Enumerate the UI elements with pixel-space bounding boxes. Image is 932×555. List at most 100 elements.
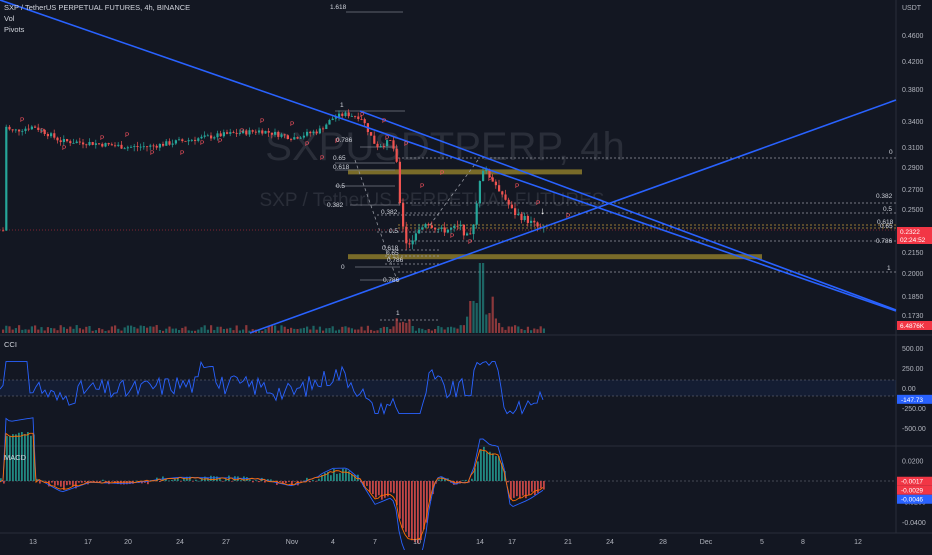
macd-histogram-bar-2 [6, 436, 8, 481]
macd-histogram-bar-79 [237, 476, 239, 481]
macd-histogram-bar-172 [516, 481, 518, 497]
volume-bar-103 [331, 326, 334, 333]
macd-histogram-bar-131 [393, 481, 395, 494]
macd-histogram-bar-28 [84, 481, 86, 483]
time-tick-label-2: 20 [124, 539, 132, 546]
symbol-title[interactable]: SXP / TetherUS PERPETUAL FUTURES, 4h, BI… [4, 3, 190, 12]
candle-body-151 [485, 169, 488, 172]
volume-bar-96 [309, 329, 312, 333]
cci-tick-label-0: 500.00 [902, 346, 924, 353]
time-tick-label-4: 27 [222, 539, 230, 546]
cci-line [0, 360, 544, 416]
volume-bar-89 [286, 329, 289, 333]
macd-histogram-bar-175 [525, 481, 527, 499]
candle-body-135 [434, 227, 437, 230]
volume-bar-73 [235, 325, 238, 333]
pivot-marker-10: P [260, 118, 264, 125]
candle-body-24 [78, 141, 81, 143]
fib-label-left-1: 0.786 [336, 137, 353, 144]
time-tick-label-5: Nov [286, 539, 299, 546]
macd-histogram-bar-90 [270, 479, 272, 481]
volume-bar-124 [398, 322, 401, 333]
volume-bar-45 [146, 327, 149, 333]
volume-bar-159 [510, 326, 513, 333]
candle-body-139 [446, 229, 449, 233]
volume-bar-146 [469, 301, 472, 333]
volume-bar-154 [494, 318, 497, 333]
volume-bar-74 [238, 330, 241, 333]
volume-bar-70 [226, 328, 229, 333]
macd-histogram-bar-83 [249, 479, 251, 481]
candle-body-6 [21, 130, 24, 132]
candle-body-133 [427, 224, 430, 226]
macd-histogram-bar-156 [468, 481, 470, 483]
pivots-indicator-label[interactable]: Pivots [4, 25, 25, 34]
macd-histogram-bar-65 [195, 479, 197, 481]
volume-bar-52 [168, 326, 171, 333]
macd-histogram-bar-170 [510, 481, 512, 500]
volume-bar-35 [114, 325, 117, 333]
macd-histogram-bar-91 [273, 480, 275, 482]
pivot-marker-4: P [125, 132, 129, 139]
candle-body-45 [146, 146, 149, 148]
candle-body-142 [456, 225, 459, 227]
candle-body-42 [136, 146, 139, 148]
pivot-marker-13: P [320, 155, 324, 162]
volume-bar-94 [302, 327, 305, 333]
macd-histogram-bar-124 [372, 481, 374, 495]
candle-body-150 [482, 171, 485, 182]
pivot-marker-7: P [200, 140, 204, 147]
cci-indicator-label[interactable]: CCI [4, 340, 17, 349]
candle-body-144 [462, 224, 465, 236]
fib-label-left-2: 0.65 [333, 155, 346, 162]
candle-body-94 [302, 135, 305, 138]
price-tick-label-5: 0.2900 [902, 165, 924, 172]
volume-bar-141 [453, 327, 456, 333]
horizontal-zones [348, 169, 762, 260]
candle-body-159 [510, 204, 513, 209]
fib-label-mid-0: 0.382 [381, 209, 398, 216]
candle-body-74 [238, 133, 241, 134]
macd-histogram-bar-110 [330, 475, 332, 481]
volume-bar-115 [370, 329, 373, 333]
pivot-marker-22: P [468, 239, 472, 246]
macd-indicator-label[interactable]: MACD [4, 453, 27, 462]
macd-tag-bg-1 [897, 485, 932, 495]
candle-body-136 [437, 228, 440, 230]
candle-body-82 [264, 130, 267, 134]
volume-bar-148 [475, 303, 478, 333]
volume-bar-33 [107, 330, 110, 333]
candle-body-105 [338, 113, 341, 118]
time-tick-label-12: 24 [606, 539, 614, 546]
volume-bar-117 [376, 330, 379, 333]
volume-bar-143 [459, 325, 462, 333]
macd-histogram-bar-173 [519, 481, 521, 499]
candle-body-2 [8, 126, 11, 130]
candle-body-103 [331, 118, 334, 121]
macd-histogram-bar-112 [336, 473, 338, 481]
volume-bar-87 [280, 325, 283, 333]
macd-histogram-bar-158 [474, 468, 476, 481]
fib-label-right-4: 0.65 [880, 223, 893, 230]
symbol-title-text: SXP / TetherUS PERPETUAL FUTURES, 4h, BI… [4, 3, 191, 12]
macd-histogram-bar-85 [255, 480, 257, 481]
macd-histogram-bar-19 [57, 481, 59, 486]
candle-body-134 [430, 225, 433, 228]
macd-histogram-bar-113 [339, 473, 341, 481]
candle-body-143 [459, 224, 462, 227]
volume-bar-2 [8, 326, 11, 333]
pivot-marker-12: P [305, 141, 309, 148]
vol-indicator-label[interactable]: Vol [4, 14, 15, 23]
volume-bar-128 [411, 325, 414, 333]
candle-body-90 [290, 139, 293, 140]
candle-body-71 [229, 132, 232, 134]
candle-body-128 [411, 240, 414, 245]
macd-histogram-bar-75 [225, 479, 227, 481]
macd-histogram-bar-71 [213, 476, 215, 481]
candle-body-147 [472, 224, 475, 235]
macd-histogram-bar-80 [240, 480, 242, 481]
macd-histogram-bar-86 [258, 481, 260, 483]
volume-bar-38 [123, 327, 126, 333]
